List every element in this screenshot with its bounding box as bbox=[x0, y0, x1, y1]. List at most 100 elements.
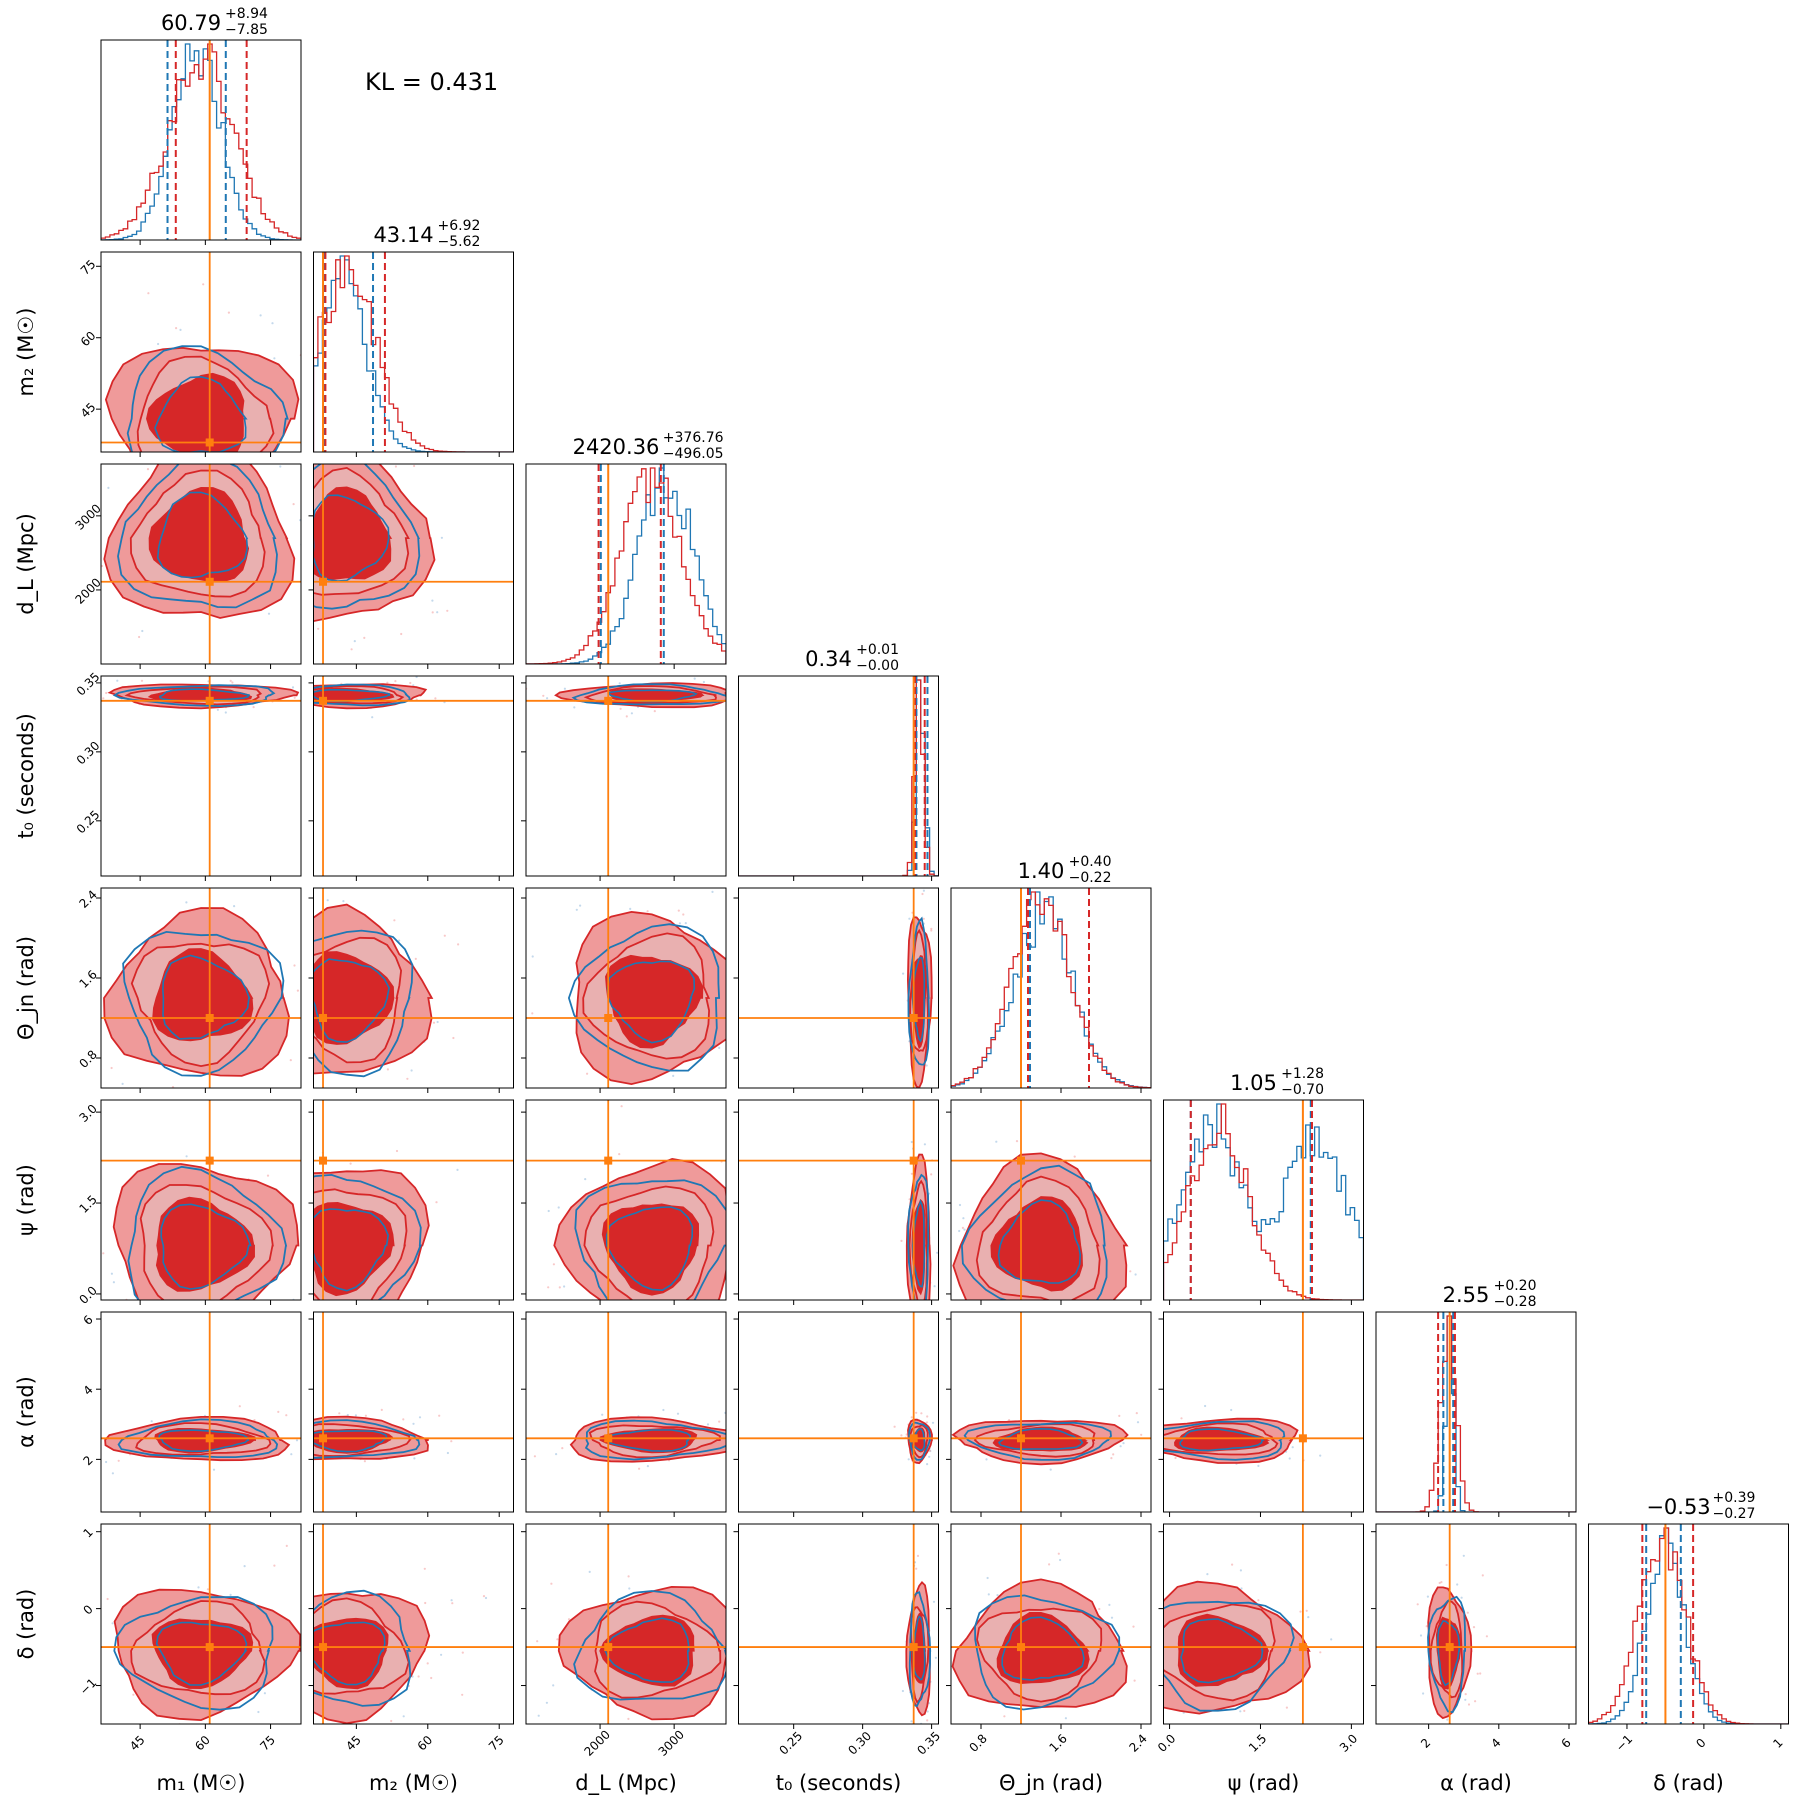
sample-point bbox=[364, 1414, 367, 1417]
panel-frame bbox=[525, 1099, 727, 1301]
sample-point bbox=[646, 1465, 650, 1468]
contour-b-outer bbox=[1163, 1420, 1286, 1461]
panel-t0-m1: 0.250.300.35 bbox=[74, 670, 302, 881]
sample-point bbox=[662, 1408, 665, 1412]
sample-point bbox=[1239, 1710, 1242, 1713]
panel-frame bbox=[313, 1311, 514, 1513]
sample-point bbox=[414, 957, 417, 961]
sample-point bbox=[290, 1453, 293, 1456]
sample-point bbox=[424, 1601, 427, 1605]
sample-point bbox=[932, 1600, 936, 1603]
sample-point bbox=[105, 1460, 108, 1464]
sample-point bbox=[426, 1662, 429, 1665]
panel-title-minus-dL: −496.05 bbox=[663, 446, 724, 462]
sample-point bbox=[233, 905, 236, 908]
contour-b-outer bbox=[574, 1179, 726, 1300]
x-axis-label-delta: δ (rad) bbox=[1653, 1771, 1724, 1795]
sample-point bbox=[547, 1209, 550, 1213]
sample-point bbox=[380, 1408, 383, 1411]
sample-point bbox=[677, 909, 680, 912]
panel-frame bbox=[950, 1311, 1152, 1513]
sample-point bbox=[285, 1544, 288, 1547]
sample-point bbox=[461, 1693, 464, 1696]
sample-point bbox=[1230, 1408, 1233, 1412]
contour-b-outer bbox=[313, 464, 421, 610]
truth-marker bbox=[909, 1156, 918, 1165]
contour-a-inner bbox=[155, 1196, 255, 1292]
sample-point bbox=[1136, 1421, 1140, 1424]
contour-b-outer bbox=[313, 683, 411, 707]
sample-point bbox=[1467, 1703, 1471, 1706]
sample-point bbox=[197, 1586, 200, 1589]
panel-title-plus-alpha: +0.20 bbox=[1494, 1278, 1537, 1294]
sample-point bbox=[273, 1564, 276, 1567]
truth-marker bbox=[1298, 1434, 1307, 1443]
panel-frame bbox=[1163, 1523, 1364, 1725]
sample-point bbox=[229, 1593, 232, 1596]
sample-point bbox=[930, 929, 933, 932]
hist-b-dL bbox=[526, 467, 726, 664]
panel-alpha-m1: 246 bbox=[81, 1311, 302, 1517]
contour-b-outer bbox=[122, 930, 285, 1077]
panel-frame bbox=[525, 675, 727, 877]
sample-point bbox=[575, 908, 578, 911]
truth-marker bbox=[319, 1156, 328, 1165]
sample-point bbox=[440, 536, 443, 539]
sample-point bbox=[573, 706, 576, 709]
sample-point bbox=[1460, 1596, 1463, 1599]
panel-title-minus-alpha: −0.28 bbox=[1494, 1294, 1537, 1310]
sample-point bbox=[150, 1420, 153, 1423]
sample-point bbox=[482, 1595, 486, 1598]
sample-point bbox=[111, 1622, 114, 1625]
sample-point bbox=[1419, 1634, 1423, 1637]
panel-dL-dL: 2420.36 +376.76−496.05 bbox=[525, 430, 727, 669]
sample-point bbox=[1330, 1638, 1333, 1641]
sample-point bbox=[484, 1596, 488, 1600]
contour-b-outer bbox=[313, 929, 414, 1078]
sample-point bbox=[962, 1217, 965, 1220]
panel-psi-psi: 1.05 +1.28−0.70 bbox=[1163, 1066, 1364, 1305]
sample-point bbox=[400, 632, 403, 636]
sample-point bbox=[273, 357, 276, 360]
sample-point bbox=[415, 676, 418, 679]
panel-alpha-m2 bbox=[308, 1311, 514, 1517]
sample-point bbox=[1438, 1581, 1441, 1585]
sample-point bbox=[1008, 1419, 1011, 1422]
truth-marker bbox=[604, 1156, 613, 1165]
sample-point bbox=[434, 697, 437, 700]
contour-b-inner bbox=[313, 689, 391, 703]
sample-point bbox=[921, 892, 924, 896]
panel-title-m1: 60.79 bbox=[161, 11, 221, 35]
contour-b-outer bbox=[313, 1589, 412, 1707]
sample-point bbox=[111, 1472, 114, 1475]
sample-point bbox=[138, 635, 141, 639]
contour-b-outer bbox=[313, 1419, 421, 1459]
truth-marker bbox=[1017, 1434, 1025, 1443]
sample-point bbox=[1240, 1587, 1243, 1590]
sample-point bbox=[141, 629, 144, 633]
panel-frame bbox=[950, 1099, 1152, 1301]
sample-point bbox=[252, 706, 255, 709]
panel-frame bbox=[313, 675, 514, 877]
sample-point bbox=[926, 1710, 929, 1713]
sample-point bbox=[1110, 1616, 1114, 1619]
contour-b-outer bbox=[960, 1164, 1108, 1300]
sample-point bbox=[157, 342, 160, 346]
sample-point bbox=[451, 1602, 454, 1605]
sample-point bbox=[922, 917, 925, 920]
sample-point bbox=[958, 1203, 962, 1207]
panel-title-theta: 1.40 bbox=[1018, 859, 1065, 883]
contour-b-inner bbox=[313, 958, 390, 1043]
y-axis-label-t0: t₀ (seconds) bbox=[14, 713, 38, 839]
sample-point bbox=[928, 1449, 931, 1452]
sample-point bbox=[678, 922, 682, 925]
sample-point bbox=[293, 696, 296, 699]
sample-point bbox=[292, 503, 295, 506]
sample-point bbox=[146, 468, 150, 471]
contour-b-outer bbox=[1427, 1595, 1467, 1714]
sample-point bbox=[550, 1582, 553, 1585]
sample-point bbox=[533, 1455, 537, 1458]
hist-a-dL bbox=[526, 467, 726, 664]
panel-frame bbox=[313, 1523, 514, 1725]
